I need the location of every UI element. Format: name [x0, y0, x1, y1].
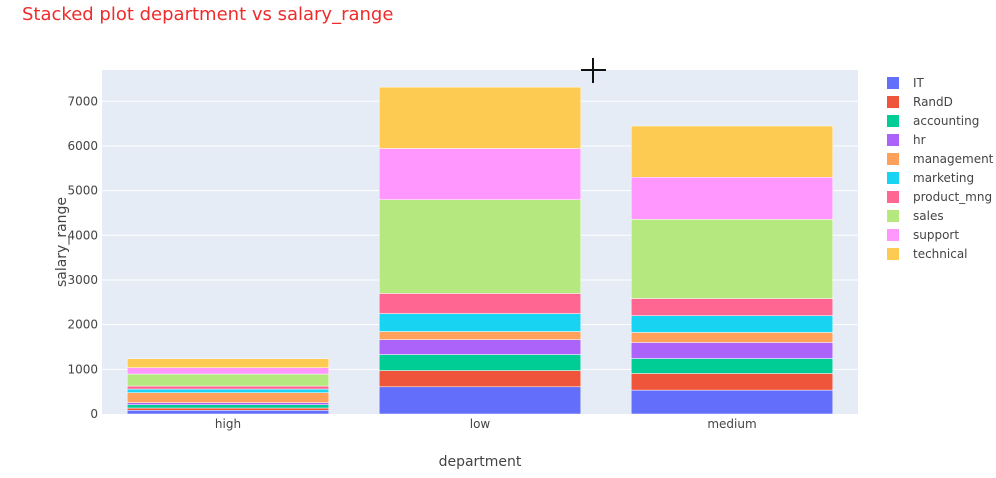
legend-item-technical[interactable]: technical	[887, 247, 968, 261]
legend-swatch	[887, 115, 899, 127]
x-tick-label: low	[470, 417, 491, 431]
legend-swatch	[887, 153, 899, 165]
bar-medium-IT[interactable]	[630, 389, 834, 415]
bar-low-management[interactable]	[378, 331, 582, 340]
bar-medium-management[interactable]	[630, 332, 834, 343]
legend-label: marketing	[913, 171, 974, 185]
legend-item-hr[interactable]: hr	[887, 133, 926, 147]
legend-swatch	[887, 248, 899, 260]
x-tick-label: medium	[707, 417, 756, 431]
y-tick-label: 4000	[67, 228, 98, 242]
bar-medium-RandD[interactable]	[630, 373, 834, 391]
bar-low-IT[interactable]	[378, 386, 582, 415]
legend-label: product_mng	[913, 190, 992, 204]
bar-low-product_mng[interactable]	[378, 293, 582, 314]
legend-item-marketing[interactable]: marketing	[887, 171, 974, 185]
legend-label: support	[913, 228, 959, 242]
bar-low-RandD[interactable]	[378, 370, 582, 388]
legend-swatch	[887, 134, 899, 146]
bars	[126, 86, 834, 415]
legend-label: IT	[913, 76, 925, 90]
bar-high-support[interactable]	[126, 367, 330, 375]
x-tick-label: high	[215, 417, 241, 431]
bar-medium-hr[interactable]	[630, 342, 834, 359]
plot-area[interactable]	[102, 70, 858, 415]
x-axis-title: department	[439, 454, 522, 470]
bar-low-marketing[interactable]	[378, 313, 582, 332]
legend-item-product_mng[interactable]: product_mng	[887, 190, 992, 204]
legend-item-accounting[interactable]: accounting	[887, 114, 979, 128]
bar-high-hr[interactable]	[126, 402, 330, 405]
bar-high-technical[interactable]	[126, 358, 330, 368]
bar-high-marketing[interactable]	[126, 388, 330, 393]
legend-label: technical	[913, 247, 968, 261]
legend-label: accounting	[913, 114, 979, 128]
y-tick-label: 2000	[67, 318, 98, 332]
crosshair-cursor-icon	[581, 58, 606, 83]
legend-swatch	[887, 172, 899, 184]
bar-low-technical[interactable]	[378, 86, 582, 149]
legend-swatch	[887, 210, 899, 222]
legend[interactable]: IT RandD accounting hr management marketing pr…	[887, 76, 994, 261]
legend-item-sales[interactable]: sales	[887, 209, 944, 223]
bar-medium-marketing[interactable]	[630, 315, 834, 333]
bar-medium-support[interactable]	[630, 177, 834, 220]
bar-medium-technical[interactable]	[630, 125, 834, 178]
bar-high-accounting[interactable]	[126, 404, 330, 409]
legend-label: RandD	[913, 95, 953, 109]
legend-swatch	[887, 191, 899, 203]
legend-label: sales	[913, 209, 944, 223]
y-tick-label: 5000	[67, 184, 98, 198]
legend-swatch	[887, 96, 899, 108]
legend-item-IT[interactable]: IT	[887, 76, 925, 90]
bar-medium-sales[interactable]	[630, 219, 834, 299]
y-axis-title: salary_range	[54, 197, 70, 287]
legend-label: hr	[913, 133, 926, 147]
legend-label: management	[913, 152, 994, 166]
legend-swatch	[887, 229, 899, 241]
chart-title: Stacked plot department vs salary_range	[22, 4, 393, 25]
legend-item-RandD[interactable]: RandD	[887, 95, 953, 109]
y-tick-label: 1000	[67, 362, 98, 376]
legend-item-management[interactable]: management	[887, 152, 994, 166]
bar-low-support[interactable]	[378, 148, 582, 200]
y-tick-label: 6000	[67, 139, 98, 153]
bar-high-management[interactable]	[126, 392, 330, 403]
y-tick-label: 0	[90, 407, 98, 421]
bar-high-IT[interactable]	[126, 410, 330, 415]
y-tick-label: 3000	[67, 273, 98, 287]
legend-swatch	[887, 77, 899, 89]
y-axis-ticks: 0 1000 2000 3000 4000 5000 6000 7000	[67, 94, 98, 421]
bar-low-sales[interactable]	[378, 199, 582, 294]
legend-item-support[interactable]: support	[887, 228, 959, 242]
bar-high-sales[interactable]	[126, 373, 330, 387]
bar-low-hr[interactable]	[378, 339, 582, 355]
x-axis-ticks: high low medium	[215, 417, 757, 431]
bar-medium-product_mng[interactable]	[630, 298, 834, 316]
bar-high-product_mng[interactable]	[126, 385, 330, 390]
bar-medium-accounting[interactable]	[630, 358, 834, 374]
y-tick-label: 7000	[67, 94, 98, 108]
bar-high-RandD[interactable]	[126, 407, 330, 411]
bar-low-accounting[interactable]	[378, 354, 582, 371]
